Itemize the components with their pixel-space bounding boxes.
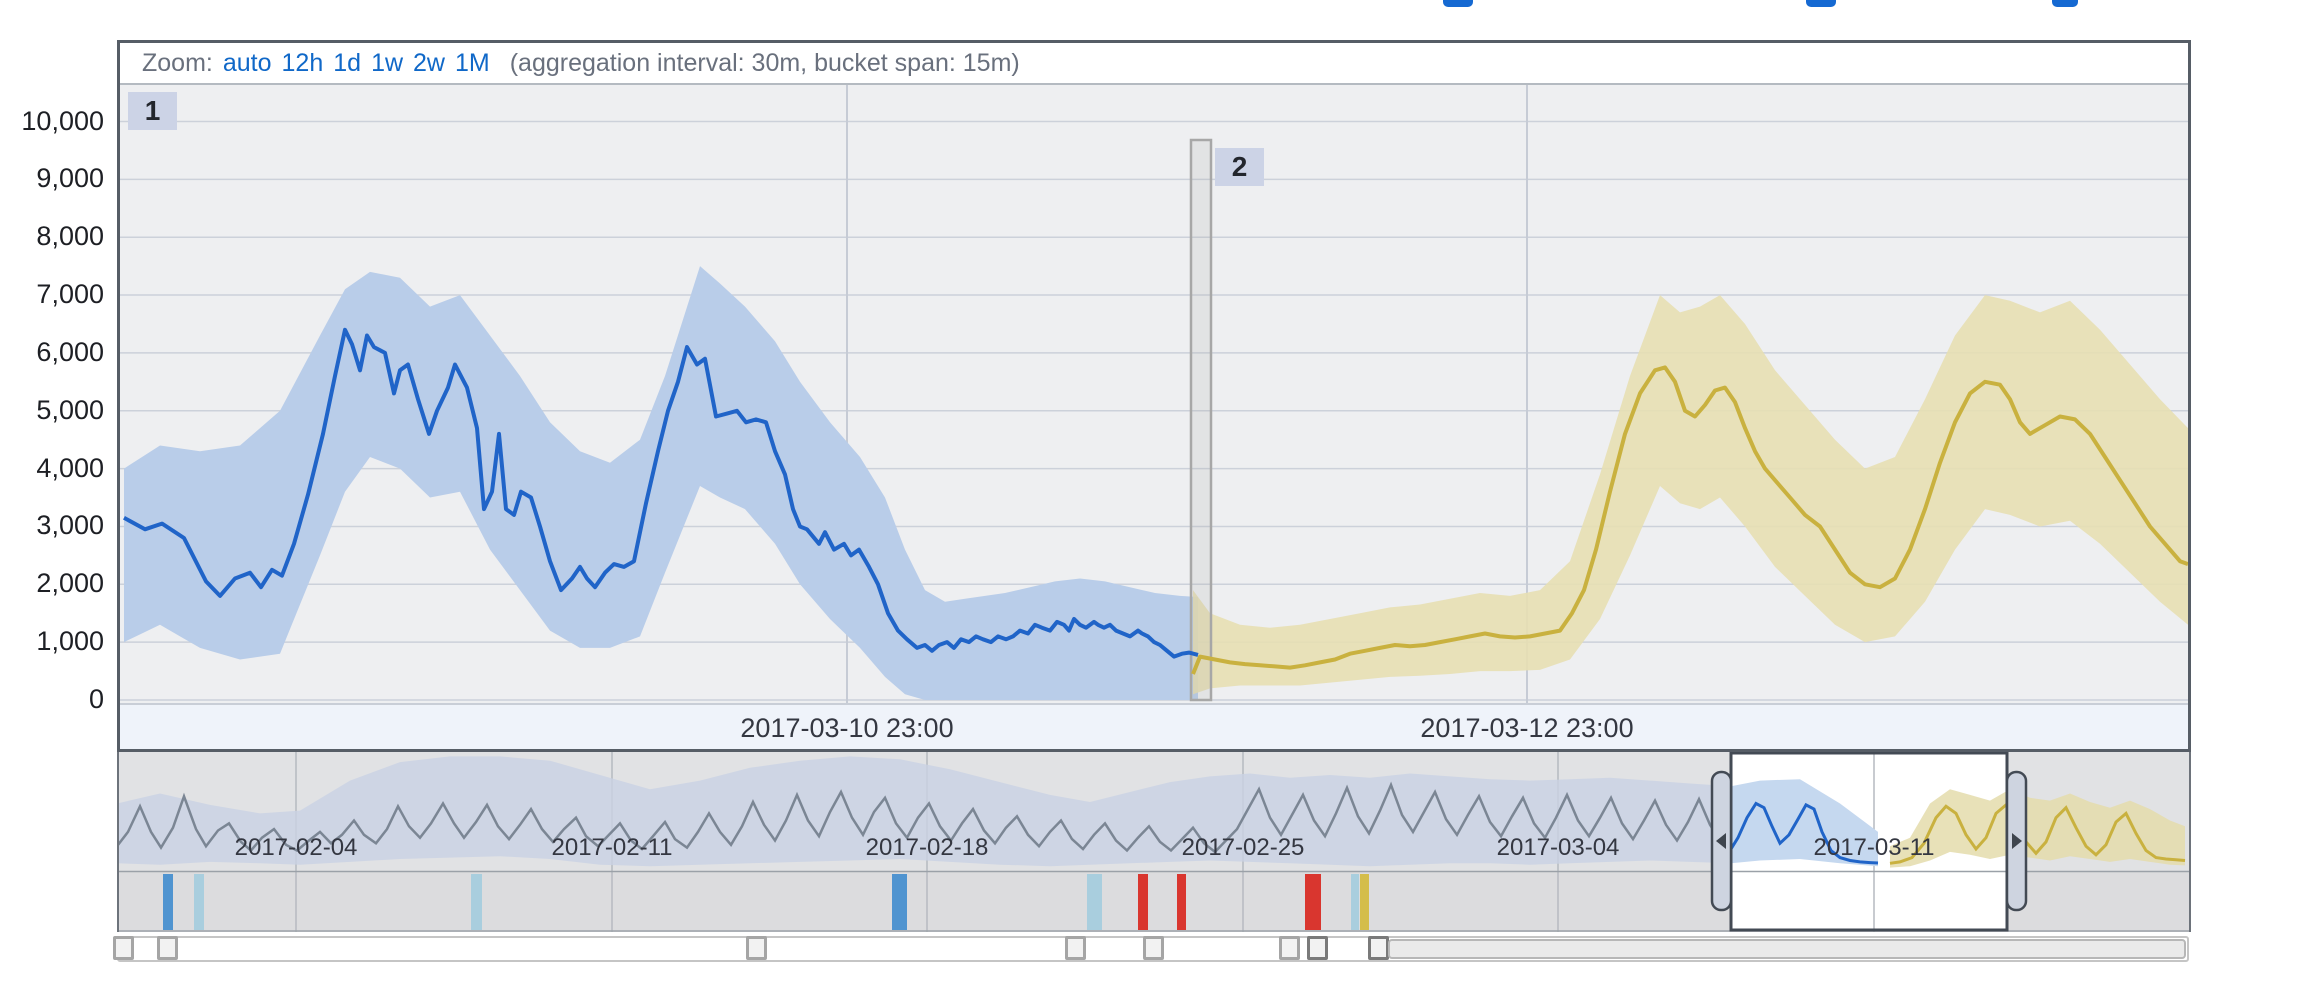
zoom-link-12h[interactable]: 12h bbox=[281, 49, 324, 77]
zoom-link-auto[interactable]: auto bbox=[222, 49, 272, 77]
y-axis-tick-label: 8,000 bbox=[36, 221, 104, 252]
annotation-marker-square[interactable] bbox=[1143, 936, 1164, 960]
swimlane-anomaly-bar-critical[interactable] bbox=[1305, 874, 1321, 930]
context-week-label: 2017-02-04 bbox=[234, 834, 358, 861]
forecast-line bbox=[1191, 365, 2188, 675]
context-actual-line bbox=[1729, 801, 1879, 865]
zoom-link-1w[interactable]: 1w bbox=[371, 49, 404, 77]
annotation-marker-square[interactable] bbox=[157, 936, 178, 960]
annotation-marker-square[interactable] bbox=[1307, 936, 1328, 960]
forecast-bounds-area bbox=[1193, 295, 2188, 695]
context-week-label: 2017-03-04 bbox=[1496, 834, 1620, 861]
swimlane-anomaly-bar-minor[interactable] bbox=[892, 874, 907, 930]
x-axis-tick-label: 2017-03-10 23:00 bbox=[740, 713, 954, 743]
context-navigator[interactable]: 2017-02-04 2017-02-11 2017-02-18 2017-02-25… bbox=[117, 752, 2191, 932]
x-axis-tick-label: 2017-03-12 23:00 bbox=[1420, 713, 1634, 743]
y-axis-tick-label: 7,000 bbox=[36, 279, 104, 310]
swimlane-anomaly-bar-critical[interactable] bbox=[1138, 874, 1148, 930]
brush-handle-right-arrow-icon bbox=[2012, 833, 2022, 849]
zoom-label: Zoom: bbox=[142, 49, 213, 77]
y-axis-tick-label: 0 bbox=[88, 684, 104, 714]
context-forecast-line bbox=[1889, 802, 2186, 865]
annotation-marker-square[interactable] bbox=[746, 936, 767, 960]
y-axis-tick-label: 5,000 bbox=[36, 394, 104, 425]
x-axis-band: 2017-03-10 23:00 2017-03-12 23:00 bbox=[120, 703, 2188, 749]
swimlane-anomaly-bar-warning[interactable] bbox=[1351, 874, 1359, 930]
focus-chart-svg[interactable] bbox=[120, 85, 2188, 703]
swimlane-anomaly-bar-warning[interactable] bbox=[194, 874, 204, 930]
clipped-checkbox-icon[interactable] bbox=[1443, 0, 1473, 7]
y-axis-tick-label: 2,000 bbox=[36, 568, 104, 599]
context-week-label: 2017-02-11 bbox=[551, 834, 673, 861]
zoom-link-1M[interactable]: 1M bbox=[455, 49, 490, 77]
annotation-marker-square[interactable] bbox=[1368, 936, 1389, 960]
brush-handle-left-arrow-icon bbox=[1716, 833, 1726, 849]
clipped-checkbox-icon[interactable] bbox=[1806, 0, 1836, 7]
y-axis-tick-label: 10,000 bbox=[21, 105, 104, 136]
swimlane-anomaly-bar-warning[interactable] bbox=[1087, 874, 1102, 930]
context-history-line bbox=[117, 781, 1732, 854]
context-week-label: 2017-02-25 bbox=[1181, 834, 1305, 861]
actual-model-bounds-area bbox=[124, 266, 1198, 700]
swimlane-anomaly-bar-major[interactable] bbox=[1360, 874, 1369, 930]
y-axis-tick-label: 9,000 bbox=[36, 163, 104, 194]
context-chart-svg[interactable] bbox=[117, 752, 2191, 932]
zoom-link-2w[interactable]: 2w bbox=[413, 49, 445, 77]
y-axis-tick-label: 1,000 bbox=[36, 626, 104, 657]
focus-chart[interactable]: 1 2 bbox=[120, 85, 2188, 703]
clipped-checkbox-icon[interactable] bbox=[2052, 0, 2078, 7]
context-forecast-bounds-area bbox=[1890, 789, 2185, 868]
swimlane-anomaly-bar-warning[interactable] bbox=[471, 874, 482, 930]
y-axis-tick-label: 3,000 bbox=[36, 510, 104, 541]
annotation-marker-square[interactable] bbox=[1065, 936, 1086, 960]
annotation-badge-2[interactable]: 2 bbox=[1215, 148, 1264, 186]
zoom-links: auto 12h 1d 1w 2w 1M bbox=[213, 49, 490, 77]
y-axis-tick-label: 4,000 bbox=[36, 452, 104, 483]
actual-line bbox=[123, 327, 1199, 659]
annotation-marker-square[interactable] bbox=[113, 936, 134, 960]
annotation-track bbox=[113, 936, 2189, 962]
annotation-badge-1[interactable]: 1 bbox=[128, 92, 177, 130]
zoom-link-1d[interactable]: 1d bbox=[333, 49, 362, 77]
swimlane-anomaly-bar-minor[interactable] bbox=[163, 874, 173, 930]
context-week-label: 2017-02-18 bbox=[865, 834, 989, 861]
aggregation-note: (aggregation interval: 30m, bucket span:… bbox=[509, 49, 1020, 77]
annotation-range-bar[interactable] bbox=[1388, 939, 2186, 959]
focus-chart-panel: Zoom: auto 12h 1d 1w 2w 1M (aggregation interva… bbox=[117, 40, 2191, 752]
annotation-2-band[interactable] bbox=[1189, 138, 1213, 702]
context-selected-bounds-area bbox=[1731, 779, 1878, 867]
swimlane-anomaly-bar-critical[interactable] bbox=[1177, 874, 1186, 930]
context-week-label: 2017-03-11 bbox=[1813, 834, 1935, 861]
annotation-marker-square[interactable] bbox=[1279, 936, 1300, 960]
y-axis-tick-label: 6,000 bbox=[36, 336, 104, 367]
chart-zoom-controls: Zoom: auto 12h 1d 1w 2w 1M (aggregation interva… bbox=[120, 43, 2188, 85]
